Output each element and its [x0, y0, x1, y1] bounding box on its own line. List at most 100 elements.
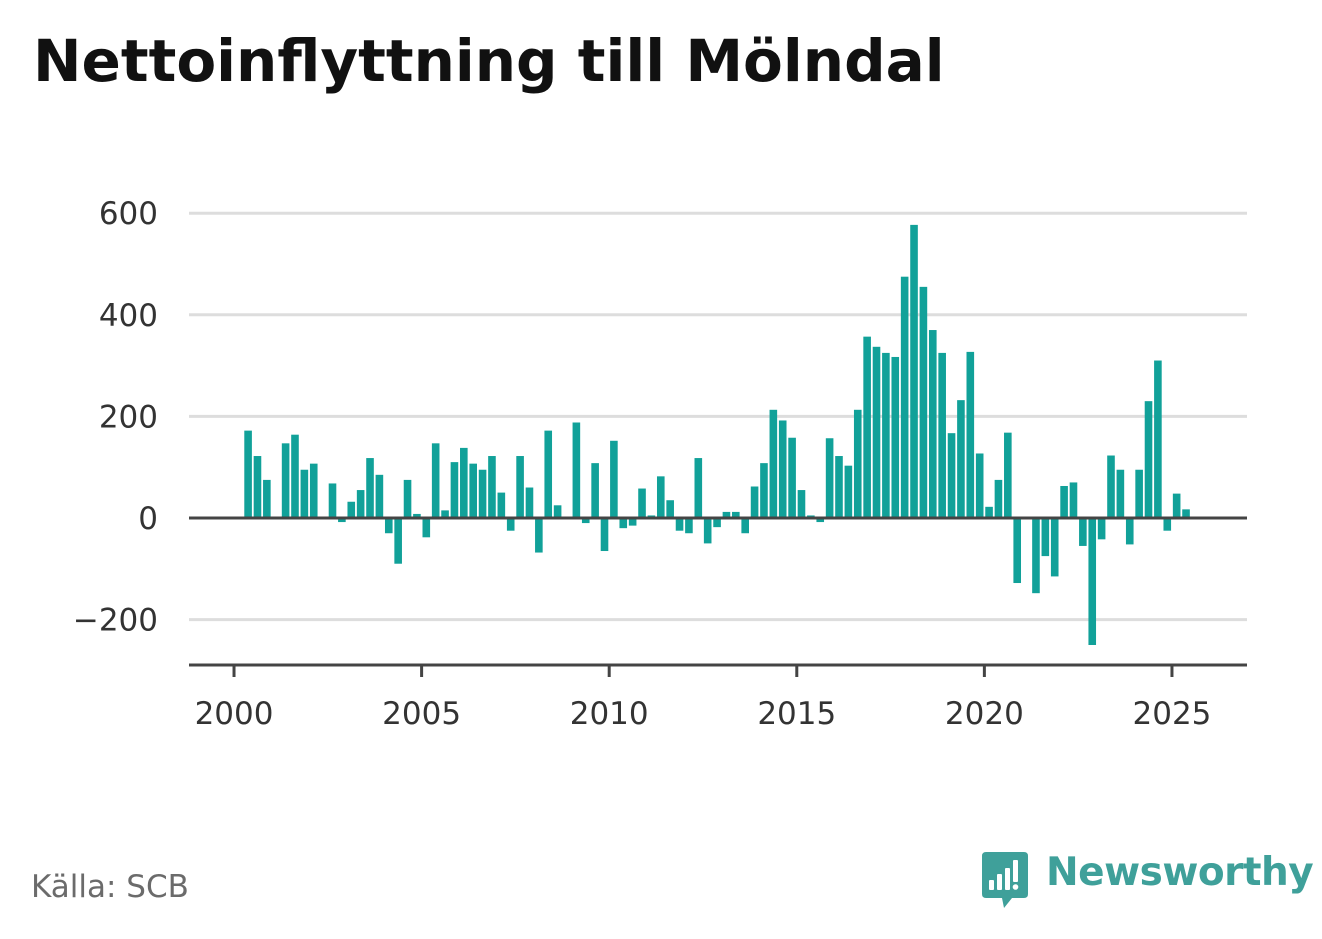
- bar: [863, 336, 871, 518]
- bar: [900, 276, 909, 518]
- bar: [975, 453, 984, 518]
- source-label: Källa: SCB: [31, 869, 189, 905]
- y-tick-label: 200: [99, 399, 158, 435]
- bar: [366, 458, 374, 518]
- bar: [750, 486, 759, 518]
- bar: [1088, 518, 1097, 645]
- bar: [403, 479, 412, 518]
- bar: [1069, 482, 1078, 518]
- bar: [309, 463, 318, 518]
- bar: [1182, 509, 1190, 518]
- brand-name: Newsworthy: [1046, 849, 1314, 895]
- bar: [328, 483, 337, 518]
- bar: [722, 511, 731, 518]
- bar: [497, 492, 506, 518]
- bar: [1060, 485, 1068, 518]
- bar: [506, 518, 515, 531]
- bar: [628, 518, 637, 526]
- y-tick-label: 400: [99, 298, 158, 334]
- bar: [797, 490, 806, 518]
- y-axis-ticks: 600 400 200 0 −200: [73, 196, 158, 638]
- x-tick-label: 2020: [945, 696, 1024, 732]
- bar: [422, 518, 431, 538]
- grid-lines: [189, 211, 1247, 622]
- bar: [760, 463, 768, 518]
- bar: [581, 518, 590, 524]
- bar: [1163, 518, 1172, 531]
- bar: [384, 518, 393, 534]
- bar: [441, 510, 449, 518]
- bar: [694, 458, 703, 518]
- x-tick-label: 2005: [382, 696, 461, 732]
- bar: [1116, 469, 1125, 518]
- bar: [591, 463, 599, 518]
- bar: [788, 437, 796, 518]
- bar: [741, 518, 750, 534]
- y-tick-label: 0: [138, 501, 158, 537]
- bar: [769, 409, 778, 518]
- bar: [816, 518, 825, 523]
- bar: [957, 400, 965, 518]
- bar: [928, 330, 937, 518]
- bar: [450, 462, 459, 518]
- bar: [1004, 432, 1012, 518]
- bar: [600, 518, 609, 552]
- bars: [244, 224, 1190, 645]
- bar: [610, 440, 618, 518]
- bar: [1032, 518, 1040, 594]
- bar: [375, 474, 384, 518]
- bar: [882, 352, 890, 518]
- bar: [713, 518, 721, 528]
- bar: [1041, 518, 1050, 557]
- bar: [244, 430, 252, 518]
- bar: [938, 352, 946, 518]
- bar: [966, 351, 975, 518]
- bar: [478, 469, 487, 518]
- bar: [460, 447, 468, 518]
- bar: [553, 505, 562, 518]
- bar: [281, 443, 290, 518]
- bar: [985, 506, 993, 518]
- bar: [825, 438, 834, 518]
- bar: [525, 487, 534, 518]
- bar: [1013, 518, 1022, 584]
- bar: [638, 488, 646, 518]
- bar: [263, 479, 271, 518]
- bar: [666, 500, 674, 518]
- brand-logo: Newsworthy: [980, 848, 1314, 912]
- bar: [544, 430, 553, 518]
- bar: [619, 518, 628, 529]
- bar: [535, 518, 543, 553]
- bar: [1097, 518, 1106, 540]
- bar: [685, 518, 693, 534]
- bar: [947, 433, 956, 518]
- bar: [572, 422, 581, 518]
- bar: [732, 511, 740, 518]
- bar: [431, 443, 440, 518]
- chart-title: Nettoinflyttning till Mölndal: [33, 27, 945, 95]
- x-tick-label: 2000: [195, 696, 274, 732]
- bar: [253, 456, 262, 518]
- bar: [1172, 493, 1181, 518]
- bar: [703, 518, 712, 544]
- x-tick-label: 2015: [757, 696, 836, 732]
- bar: [853, 409, 862, 518]
- bar: [347, 501, 356, 518]
- bar: [656, 476, 665, 518]
- bar: [300, 469, 309, 518]
- bar: [872, 346, 881, 518]
- bar: [356, 490, 365, 518]
- bar: [1144, 401, 1153, 518]
- bar: [919, 286, 928, 518]
- bar: [994, 479, 1003, 518]
- bar: [778, 420, 787, 518]
- bar: [394, 518, 402, 564]
- x-axis-ticks: 2000 2005 2010 2015 2020 2025: [195, 665, 1211, 732]
- bar: [413, 513, 421, 518]
- bar: [1154, 360, 1162, 518]
- newsworthy-logo-icon: [982, 852, 1028, 908]
- bar: [488, 456, 496, 518]
- bar: [1125, 518, 1134, 545]
- bar: [291, 434, 299, 518]
